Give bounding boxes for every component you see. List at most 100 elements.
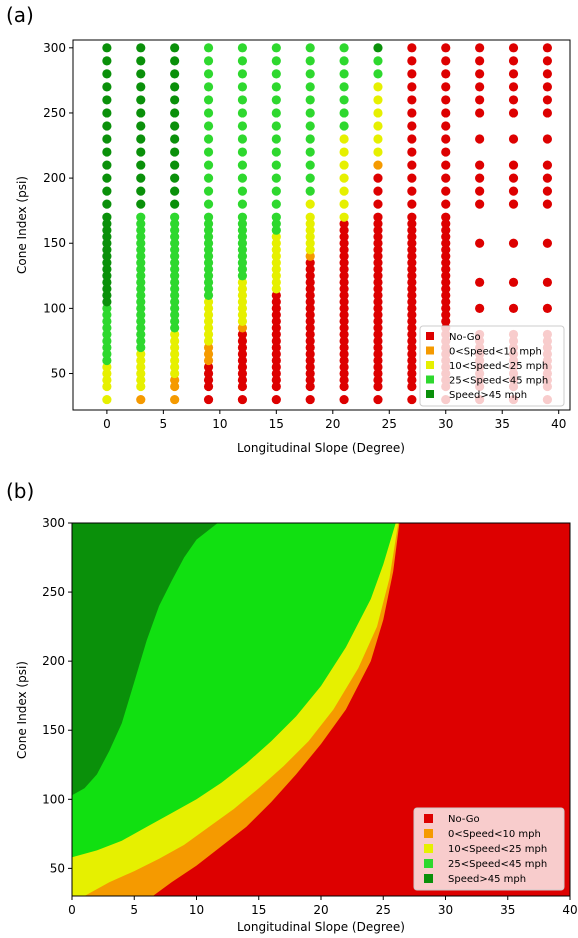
- scatter-point: [407, 368, 417, 379]
- x-tick-label: 40: [562, 903, 577, 917]
- legend-label: 10<Speed<25 mph: [449, 361, 548, 372]
- scatter-point: [271, 277, 281, 287]
- scatter-point: [237, 381, 248, 392]
- panel-a-plot-frame: [72, 39, 571, 411]
- scatter-point: [237, 121, 248, 131]
- scatter-point: [237, 212, 248, 222]
- scatter-point: [508, 43, 519, 53]
- scatter-point: [305, 134, 315, 144]
- scatter-point: [271, 355, 281, 366]
- scatter-point: [305, 264, 315, 274]
- scatter-point: [170, 173, 180, 183]
- scatter-point: [373, 108, 383, 118]
- scatter-point: [339, 199, 349, 209]
- scatter-point: [203, 336, 214, 346]
- legend-label: 0<Speed<10 mph: [449, 347, 542, 358]
- scatter-point: [542, 95, 553, 105]
- scatter-point: [339, 212, 349, 222]
- scatter-point: [203, 375, 214, 385]
- scatter-point: [136, 82, 146, 92]
- scatter-point: [237, 232, 248, 242]
- scatter-point: [237, 173, 248, 183]
- scatter-point: [508, 277, 519, 287]
- scatter-point: [170, 303, 180, 313]
- legend-box: [419, 325, 565, 407]
- scatter-point: [271, 394, 281, 405]
- scatter-point: [237, 69, 248, 79]
- scatter-point: [339, 310, 349, 320]
- scatter-point: [170, 160, 180, 170]
- scatter-point: [373, 238, 383, 248]
- scatter-point: [136, 251, 146, 261]
- scatter-point: [237, 245, 248, 255]
- scatter-point: [441, 258, 451, 268]
- scatter-point: [305, 316, 315, 327]
- scatter-point: [237, 147, 248, 157]
- scatter-point: [339, 258, 349, 268]
- legend-label: Speed>45 mph: [449, 390, 527, 401]
- scatter-point: [170, 43, 180, 53]
- y-tick-label: 100: [42, 792, 65, 806]
- scatter-point: [203, 219, 214, 229]
- scatter-point: [542, 238, 553, 248]
- scatter-point: [373, 225, 383, 235]
- scatter-point: [271, 284, 281, 294]
- scatter-point: [136, 316, 146, 327]
- scatter-point: [271, 212, 281, 222]
- scatter-point: [373, 69, 383, 79]
- scatter-point: [305, 186, 315, 196]
- x-tick-label: 15: [251, 903, 266, 917]
- scatter-point: [373, 232, 383, 242]
- scatter-point: [407, 147, 417, 157]
- scatter-point: [271, 290, 281, 300]
- scatter-point: [339, 342, 349, 353]
- scatter-point: [203, 173, 214, 183]
- scatter-point: [441, 199, 451, 209]
- scatter-point: [237, 43, 248, 53]
- panel-b-label: (b): [6, 479, 34, 503]
- legend-swatch: [426, 346, 434, 355]
- scatter-point: [237, 95, 248, 105]
- scatter-point: [305, 121, 315, 131]
- scatter-point: [102, 271, 112, 281]
- scatter-point: [305, 375, 315, 385]
- scatter-point: [305, 303, 315, 313]
- scatter-point: [237, 56, 248, 66]
- panel-a-points: [102, 43, 553, 405]
- scatter-point: [373, 173, 383, 183]
- scatter-point: [407, 277, 417, 287]
- panel-a-y-ticks: 50 100 150 200 250 300: [43, 41, 73, 381]
- scatter-point: [339, 147, 349, 157]
- scatter-point: [339, 355, 349, 366]
- scatter-point: [339, 368, 349, 379]
- scatter-point: [475, 173, 485, 183]
- scatter-point: [170, 277, 180, 287]
- scatter-point: [373, 375, 383, 385]
- scatter-point: [237, 342, 248, 353]
- scatter-point: [339, 297, 349, 307]
- scatter-point: [170, 238, 180, 248]
- scatter-point: [441, 160, 451, 170]
- scatter-point: [203, 264, 214, 274]
- y-tick-label: 50: [50, 861, 65, 875]
- scatter-point: [136, 219, 146, 229]
- scatter-point: [136, 284, 146, 294]
- scatter-point: [102, 349, 112, 359]
- scatter-point: [170, 375, 180, 385]
- scatter-point: [203, 349, 214, 359]
- scatter-point: [102, 160, 112, 170]
- y-tick-label: 50: [51, 367, 66, 381]
- scatter-point: [136, 323, 146, 333]
- scatter-point: [170, 349, 180, 359]
- scatter-point: [237, 186, 248, 196]
- scatter-point: [203, 225, 214, 235]
- scatter-point: [407, 284, 417, 294]
- scatter-point: [542, 82, 553, 92]
- scatter-point: [102, 323, 112, 333]
- scatter-point: [407, 349, 417, 359]
- scatter-point: [136, 245, 146, 255]
- scatter-point: [373, 297, 383, 307]
- scatter-point: [203, 95, 214, 105]
- scatter-point: [441, 134, 451, 144]
- scatter-point: [203, 342, 214, 353]
